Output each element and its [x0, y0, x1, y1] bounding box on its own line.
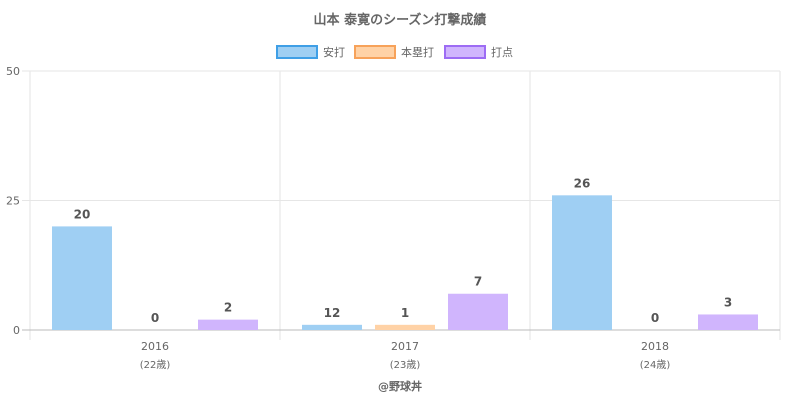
- y-tick-label: 50: [6, 65, 20, 78]
- x-tick-sublabel: (23歳): [390, 359, 421, 371]
- data-label-2017-2: 7: [474, 275, 482, 289]
- x-tick-sublabel: (24歳): [640, 359, 671, 371]
- bar-2017-0[interactable]: [302, 324, 362, 330]
- data-label-2017-1: 1: [401, 306, 409, 320]
- data-label-2017-0: 12: [324, 306, 341, 320]
- footer-credit: @野球丼: [378, 379, 422, 393]
- x-axis: 2016 (22歳) 2017 (23歳) 2018 (24歳): [140, 340, 671, 371]
- bar-2016-2[interactable]: [198, 319, 258, 330]
- bar-2018-2[interactable]: [698, 314, 758, 330]
- bar-2018-0[interactable]: [552, 195, 612, 330]
- chart-title: 山本 泰寛のシーズン打撃成績: [314, 12, 487, 28]
- legend-label-2: 打点: [491, 45, 513, 59]
- data-label-2018-2: 3: [724, 295, 732, 309]
- x-tick-label: 2016: [141, 340, 169, 353]
- data-label-2016-2: 2: [224, 301, 232, 315]
- legend-swatch-2[interactable]: [444, 45, 486, 59]
- data-label-2018-1: 0: [651, 311, 659, 325]
- data-labels: 20 0 2 12 1 7 26 0 3: [74, 176, 733, 325]
- bar-2017-1[interactable]: [375, 324, 435, 330]
- grid: 0 25 50: [6, 65, 781, 340]
- legend-swatch-0[interactable]: [276, 45, 318, 59]
- legend-label-0: 安打: [323, 45, 345, 59]
- y-tick-label: 0: [13, 324, 20, 337]
- data-label-2016-0: 20: [74, 207, 91, 221]
- bar-2016-0[interactable]: [52, 226, 112, 330]
- x-tick-label: 2017: [391, 340, 419, 353]
- legend-label-1: 本塁打: [401, 45, 434, 59]
- bars: [52, 195, 758, 330]
- x-tick-label: 2018: [641, 340, 669, 353]
- y-tick-label: 25: [6, 195, 20, 208]
- bar-2017-2[interactable]: [448, 293, 508, 330]
- legend-swatch-1[interactable]: [354, 45, 396, 59]
- legend: 安打 本塁打 打点: [276, 45, 513, 59]
- data-label-2016-1: 0: [151, 311, 159, 325]
- x-tick-sublabel: (22歳): [140, 359, 171, 371]
- data-label-2018-0: 26: [574, 176, 591, 190]
